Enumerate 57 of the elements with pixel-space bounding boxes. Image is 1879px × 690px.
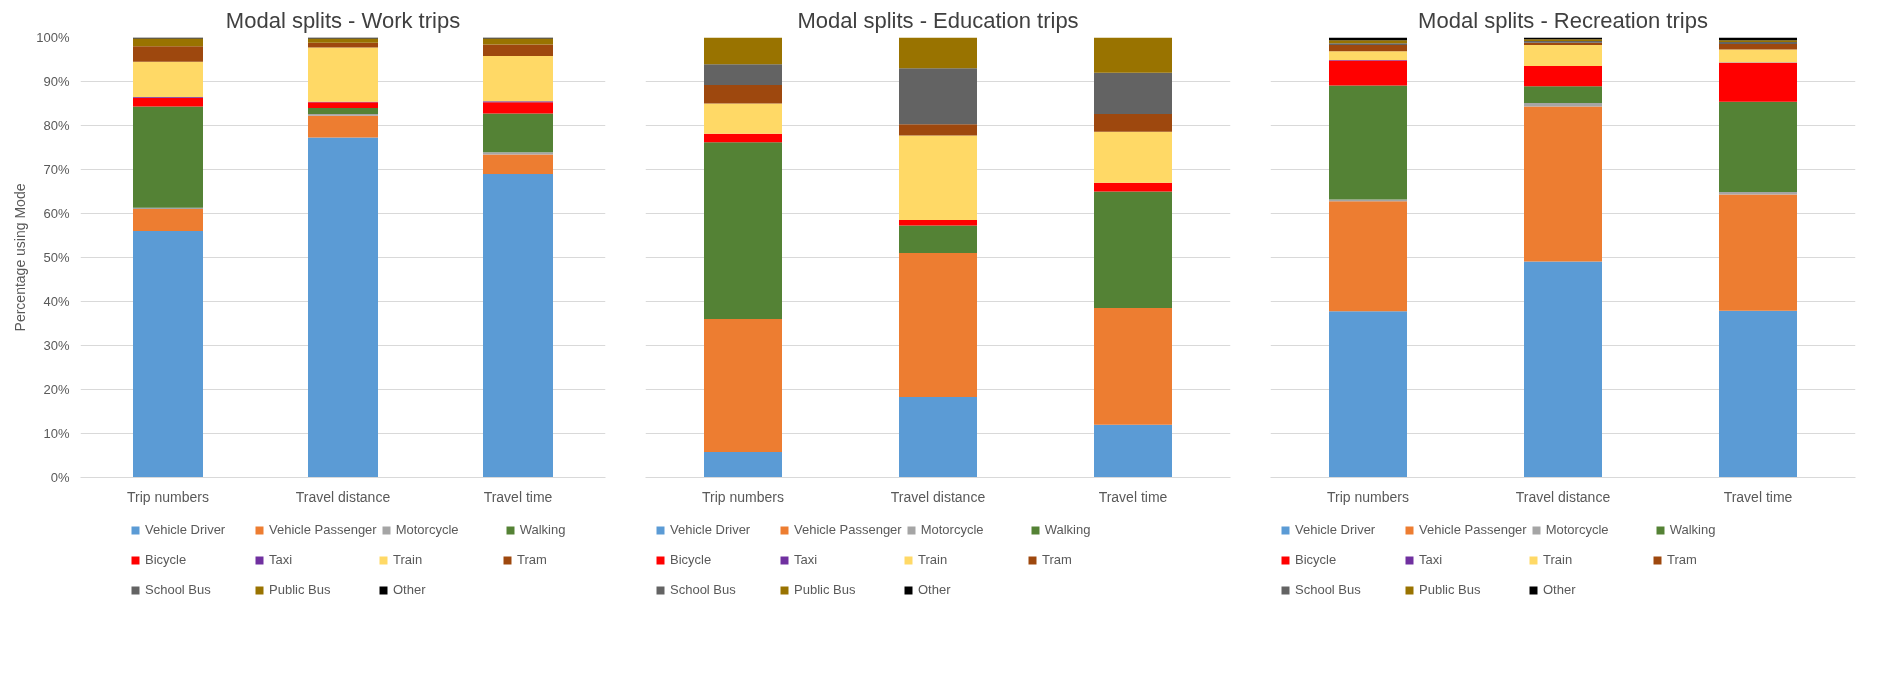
x-tick-label: Travel time [1723, 488, 1793, 505]
legend-label: School Bus [670, 582, 737, 597]
legend-label: Motorcycle [395, 522, 460, 537]
y-tick-label: 70% [43, 162, 70, 177]
legend-label: Public Bus [269, 582, 332, 597]
legend-label: Vehicle Passenger [269, 522, 377, 537]
legend-label: Bicycle [670, 552, 713, 567]
legend-label: Bicycle [145, 552, 188, 567]
legend-label: Other [393, 582, 427, 597]
legend-label: School Bus [145, 582, 212, 597]
legend-label: Walking [1044, 522, 1092, 537]
legend-label: Vehicle Driver [1295, 522, 1377, 537]
y-tick-label: 0% [50, 470, 70, 485]
x-tick-label: Travel distance [295, 488, 391, 505]
legend-label: Train [918, 552, 949, 567]
y-tick-label: 40% [43, 294, 70, 309]
legend-label: Train [393, 552, 424, 567]
legend-label: Walking [519, 522, 567, 537]
y-tick-label: 90% [43, 74, 70, 89]
legend-label: Taxi [1419, 552, 1444, 567]
legend-label: School Bus [1295, 582, 1362, 597]
legend-label: Other [1543, 582, 1577, 597]
legend-label: Bicycle [1295, 552, 1338, 567]
legend-label: Vehicle Driver [145, 522, 227, 537]
y-tick-label: 100% [36, 30, 70, 45]
legend-label: Motorcycle [1545, 522, 1610, 537]
x-tick-label: Travel time [483, 488, 553, 505]
y-tick-label: 60% [43, 206, 70, 221]
legend-label: Public Bus [794, 582, 857, 597]
x-tick-label: Trip numbers [702, 488, 784, 505]
y-axis-title: Percentage using Mode [12, 183, 29, 332]
legend-label: Motorcycle [920, 522, 985, 537]
legend-label: Tram [1667, 552, 1698, 567]
chart-title: Modal splits - Work trips [225, 7, 461, 33]
y-tick-label: 20% [43, 382, 70, 397]
y-tick-label: 10% [43, 426, 70, 441]
legend-label: Other [918, 582, 952, 597]
y-tick-label: 30% [43, 338, 70, 353]
chart-title: Modal splits - Education trips [797, 7, 1079, 33]
legend-label: Vehicle Passenger [1419, 522, 1527, 537]
x-tick-label: Travel time [1098, 488, 1168, 505]
legend-label: Taxi [794, 552, 819, 567]
y-tick-label: 80% [43, 118, 70, 133]
legend-label: Walking [1669, 522, 1717, 537]
legend-label: Taxi [269, 552, 294, 567]
chart-title: Modal splits - Recreation trips [1418, 7, 1708, 33]
x-tick-label: Trip numbers [1327, 488, 1409, 505]
legend-label: Tram [517, 552, 548, 567]
x-tick-label: Travel distance [1515, 488, 1611, 505]
y-tick-label: 50% [43, 250, 70, 265]
x-tick-label: Trip numbers [127, 488, 209, 505]
legend-label: Public Bus [1419, 582, 1482, 597]
legend-label: Train [1543, 552, 1574, 567]
legend-label: Vehicle Passenger [794, 522, 902, 537]
legend-label: Tram [1042, 552, 1073, 567]
legend-label: Vehicle Driver [670, 522, 752, 537]
x-tick-label: Travel distance [890, 488, 986, 505]
